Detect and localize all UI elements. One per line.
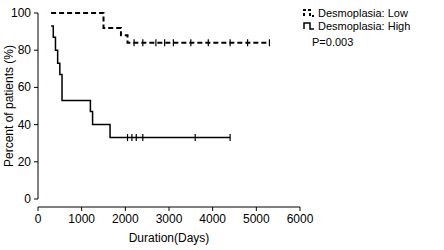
plot-area (51, 13, 269, 141)
legend-label: Desmoplasia: High (318, 20, 410, 32)
y-tick-label: 0 (24, 192, 31, 206)
x-tick-label: 5000 (243, 212, 270, 226)
x-tick (256, 207, 257, 211)
y-tick (34, 13, 38, 14)
censor-mark (133, 39, 134, 46)
x-axis-label: Duration(Days) (129, 231, 210, 245)
y-tick-label: 40 (18, 118, 32, 132)
x-tick-label: 3000 (156, 212, 183, 226)
censor-mark (164, 39, 165, 46)
x-tick-label: 2000 (112, 212, 139, 226)
censor-mark (131, 134, 132, 141)
legend-label: Desmoplasia: Low (318, 7, 408, 19)
censor-mark (195, 134, 196, 141)
survival-curve (51, 13, 269, 43)
censor-mark (247, 39, 248, 46)
censor-mark (142, 134, 143, 141)
y-tick-label: 20 (18, 155, 32, 169)
y-tick (34, 50, 38, 51)
censor-mark (269, 39, 270, 46)
chart: 0204060801000100020003000400050006000Dur… (0, 0, 444, 250)
censor-mark (127, 134, 128, 141)
y-tick (34, 199, 38, 200)
censor-mark (230, 134, 231, 141)
y-tick (34, 87, 38, 88)
y-tick (34, 124, 38, 125)
y-tick-label: 80 (18, 43, 32, 57)
x-tick (38, 207, 39, 211)
legend-symbol (304, 10, 314, 16)
x-tick-label: 4000 (199, 212, 226, 226)
x-tick-label: 0 (35, 212, 42, 226)
x-tick (212, 207, 213, 211)
censor-mark (136, 134, 137, 141)
y-tick-label: 100 (11, 6, 31, 20)
censor-mark (155, 39, 156, 46)
y-axis (38, 13, 39, 199)
y-tick (34, 161, 38, 162)
x-tick (169, 207, 170, 211)
x-tick-label: 1000 (68, 212, 95, 226)
censor-mark (173, 39, 174, 46)
legend-symbol (304, 23, 314, 29)
y-axis-label: Percent of patients (%) (2, 45, 16, 167)
censor-mark (142, 39, 143, 46)
x-tick-label: 6000 (287, 212, 314, 226)
censor-mark (208, 39, 209, 46)
p-value: P=0.003 (312, 36, 353, 48)
censor-mark (230, 39, 231, 46)
survival-curve (51, 26, 230, 138)
x-tick (81, 207, 82, 211)
x-tick (125, 207, 126, 211)
censor-mark (190, 39, 191, 46)
x-tick (300, 207, 301, 211)
y-tick-label: 60 (18, 80, 32, 94)
